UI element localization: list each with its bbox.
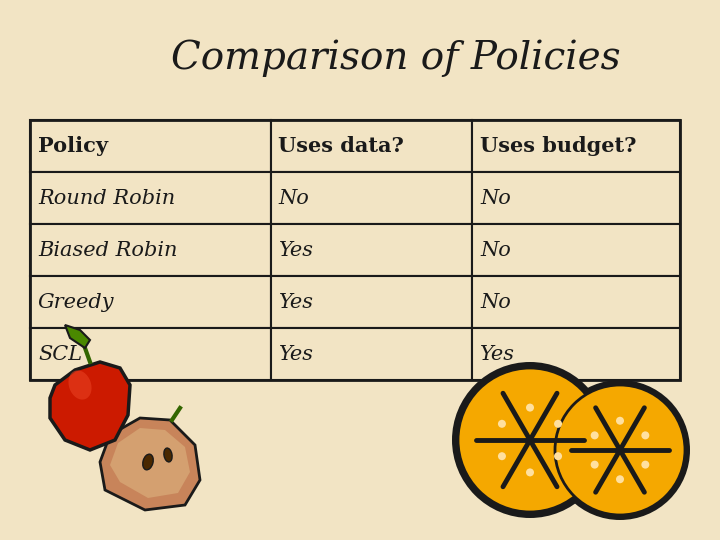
Text: Yes: Yes xyxy=(480,345,515,363)
Bar xyxy=(472,276,680,328)
Text: No: No xyxy=(480,188,511,207)
Circle shape xyxy=(526,403,534,411)
Bar xyxy=(271,224,472,276)
Circle shape xyxy=(590,461,598,469)
Circle shape xyxy=(616,475,624,483)
Bar xyxy=(472,120,680,172)
Circle shape xyxy=(550,380,690,520)
Ellipse shape xyxy=(68,370,91,400)
Text: No: No xyxy=(480,240,511,260)
Bar xyxy=(30,120,680,380)
Text: Greedy: Greedy xyxy=(38,293,114,312)
Circle shape xyxy=(616,417,624,425)
Text: SCL: SCL xyxy=(38,345,82,363)
Text: Uses budget?: Uses budget? xyxy=(480,136,636,156)
Circle shape xyxy=(458,368,602,512)
Text: Biased Robin: Biased Robin xyxy=(38,240,178,260)
Polygon shape xyxy=(110,428,190,498)
Circle shape xyxy=(554,420,562,428)
Text: Round Robin: Round Robin xyxy=(38,188,175,207)
Text: Comparison of Policies: Comparison of Policies xyxy=(171,39,621,77)
Circle shape xyxy=(642,461,649,469)
Bar xyxy=(271,276,472,328)
Text: Policy: Policy xyxy=(38,136,108,156)
Ellipse shape xyxy=(143,454,153,470)
Bar xyxy=(271,328,472,380)
Text: No: No xyxy=(279,188,310,207)
Bar xyxy=(30,172,271,224)
Bar xyxy=(30,328,271,380)
Ellipse shape xyxy=(164,448,172,462)
Circle shape xyxy=(498,420,506,428)
Bar xyxy=(30,276,271,328)
Polygon shape xyxy=(50,362,130,450)
Bar xyxy=(30,120,271,172)
Bar xyxy=(30,224,271,276)
Bar xyxy=(271,172,472,224)
Polygon shape xyxy=(100,418,200,510)
Bar xyxy=(472,172,680,224)
Circle shape xyxy=(554,452,562,460)
Text: Yes: Yes xyxy=(279,345,313,363)
Text: Yes: Yes xyxy=(279,240,313,260)
Text: No: No xyxy=(480,293,511,312)
Bar xyxy=(271,120,472,172)
Bar xyxy=(472,328,680,380)
Circle shape xyxy=(526,468,534,476)
Polygon shape xyxy=(65,325,90,348)
Circle shape xyxy=(498,452,506,460)
Circle shape xyxy=(452,362,608,518)
Text: Yes: Yes xyxy=(279,293,313,312)
Circle shape xyxy=(642,431,649,440)
Circle shape xyxy=(590,431,598,440)
Bar xyxy=(472,224,680,276)
Text: Uses data?: Uses data? xyxy=(279,136,405,156)
Circle shape xyxy=(555,385,685,515)
